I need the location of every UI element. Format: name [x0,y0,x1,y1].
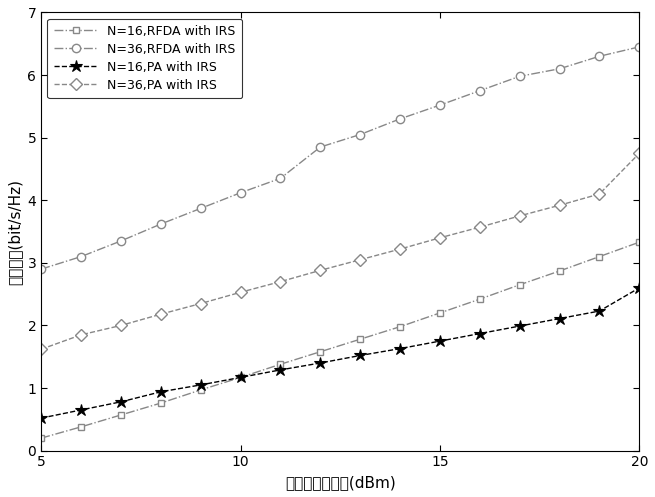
N=16,RFDA with IRS [236,374,244,380]
N=36,PA with IRS [356,257,364,263]
N=16,RFDA with IRS [595,253,603,259]
N=16,RFDA with IRS [436,310,444,316]
N=36,PA with IRS [515,213,523,219]
N=36,PA with IRS [117,323,125,329]
Y-axis label: 保密容量(bit/s/Hz): 保密容量(bit/s/Hz) [7,178,22,285]
N=36,PA with IRS [316,267,324,273]
N=36,RFDA with IRS [515,74,523,80]
N=16,PA with IRS [77,407,85,413]
N=36,PA with IRS [436,235,444,241]
N=36,RFDA with IRS [276,175,284,181]
N=36,PA with IRS [595,191,603,197]
N=16,PA with IRS [117,399,125,405]
N=36,RFDA with IRS [37,266,45,272]
N=36,RFDA with IRS [356,132,364,138]
N=16,RFDA with IRS [316,349,324,355]
X-axis label: 发射机最大功率(dBm): 发射机最大功率(dBm) [285,475,396,490]
N=36,RFDA with IRS [236,190,244,196]
N=16,RFDA with IRS [515,282,523,288]
N=36,RFDA with IRS [555,66,563,72]
N=36,RFDA with IRS [77,253,85,259]
N=16,RFDA with IRS [356,336,364,342]
N=16,PA with IRS [436,338,444,344]
N=36,RFDA with IRS [196,205,204,211]
N=36,RFDA with IRS [595,53,603,59]
N=16,RFDA with IRS [476,296,484,302]
N=36,PA with IRS [196,301,204,307]
N=36,PA with IRS [555,202,563,208]
N=16,PA with IRS [396,345,404,351]
N=16,PA with IRS [555,316,563,322]
N=36,PA with IRS [635,150,643,156]
N=36,PA with IRS [396,246,404,252]
N=36,PA with IRS [157,311,165,317]
N=16,RFDA with IRS [37,435,45,441]
Line: N=36,RFDA with IRS: N=36,RFDA with IRS [37,43,643,273]
N=16,RFDA with IRS [117,412,125,418]
N=16,PA with IRS [515,323,523,329]
N=16,PA with IRS [196,382,204,388]
N=16,PA with IRS [595,308,603,314]
N=36,PA with IRS [37,346,45,352]
Line: N=16,PA with IRS: N=16,PA with IRS [35,282,646,424]
Legend: N=16,RFDA with IRS, N=36,RFDA with IRS, N=16,PA with IRS, N=36,PA with IRS: N=16,RFDA with IRS, N=36,RFDA with IRS, … [47,19,242,98]
N=36,RFDA with IRS [436,102,444,108]
N=36,RFDA with IRS [476,87,484,93]
N=16,PA with IRS [316,360,324,366]
N=16,PA with IRS [236,374,244,380]
Line: N=36,PA with IRS: N=36,PA with IRS [37,149,643,353]
N=16,RFDA with IRS [157,400,165,406]
N=16,RFDA with IRS [276,361,284,367]
N=16,RFDA with IRS [635,239,643,245]
N=16,PA with IRS [276,367,284,373]
N=16,PA with IRS [635,285,643,291]
N=16,RFDA with IRS [396,324,404,330]
N=36,PA with IRS [77,332,85,338]
N=16,RFDA with IRS [196,387,204,393]
N=16,PA with IRS [157,389,165,395]
N=36,RFDA with IRS [396,116,404,122]
N=36,RFDA with IRS [117,238,125,244]
N=16,RFDA with IRS [77,424,85,430]
N=36,RFDA with IRS [635,44,643,50]
N=36,PA with IRS [236,289,244,295]
N=36,RFDA with IRS [316,144,324,150]
N=16,RFDA with IRS [555,268,563,274]
Line: N=16,RFDA with IRS: N=16,RFDA with IRS [38,239,643,442]
N=16,PA with IRS [356,352,364,358]
N=16,PA with IRS [476,331,484,336]
N=36,PA with IRS [476,224,484,230]
N=36,PA with IRS [276,279,284,285]
N=16,PA with IRS [37,415,45,421]
N=36,RFDA with IRS [157,221,165,227]
